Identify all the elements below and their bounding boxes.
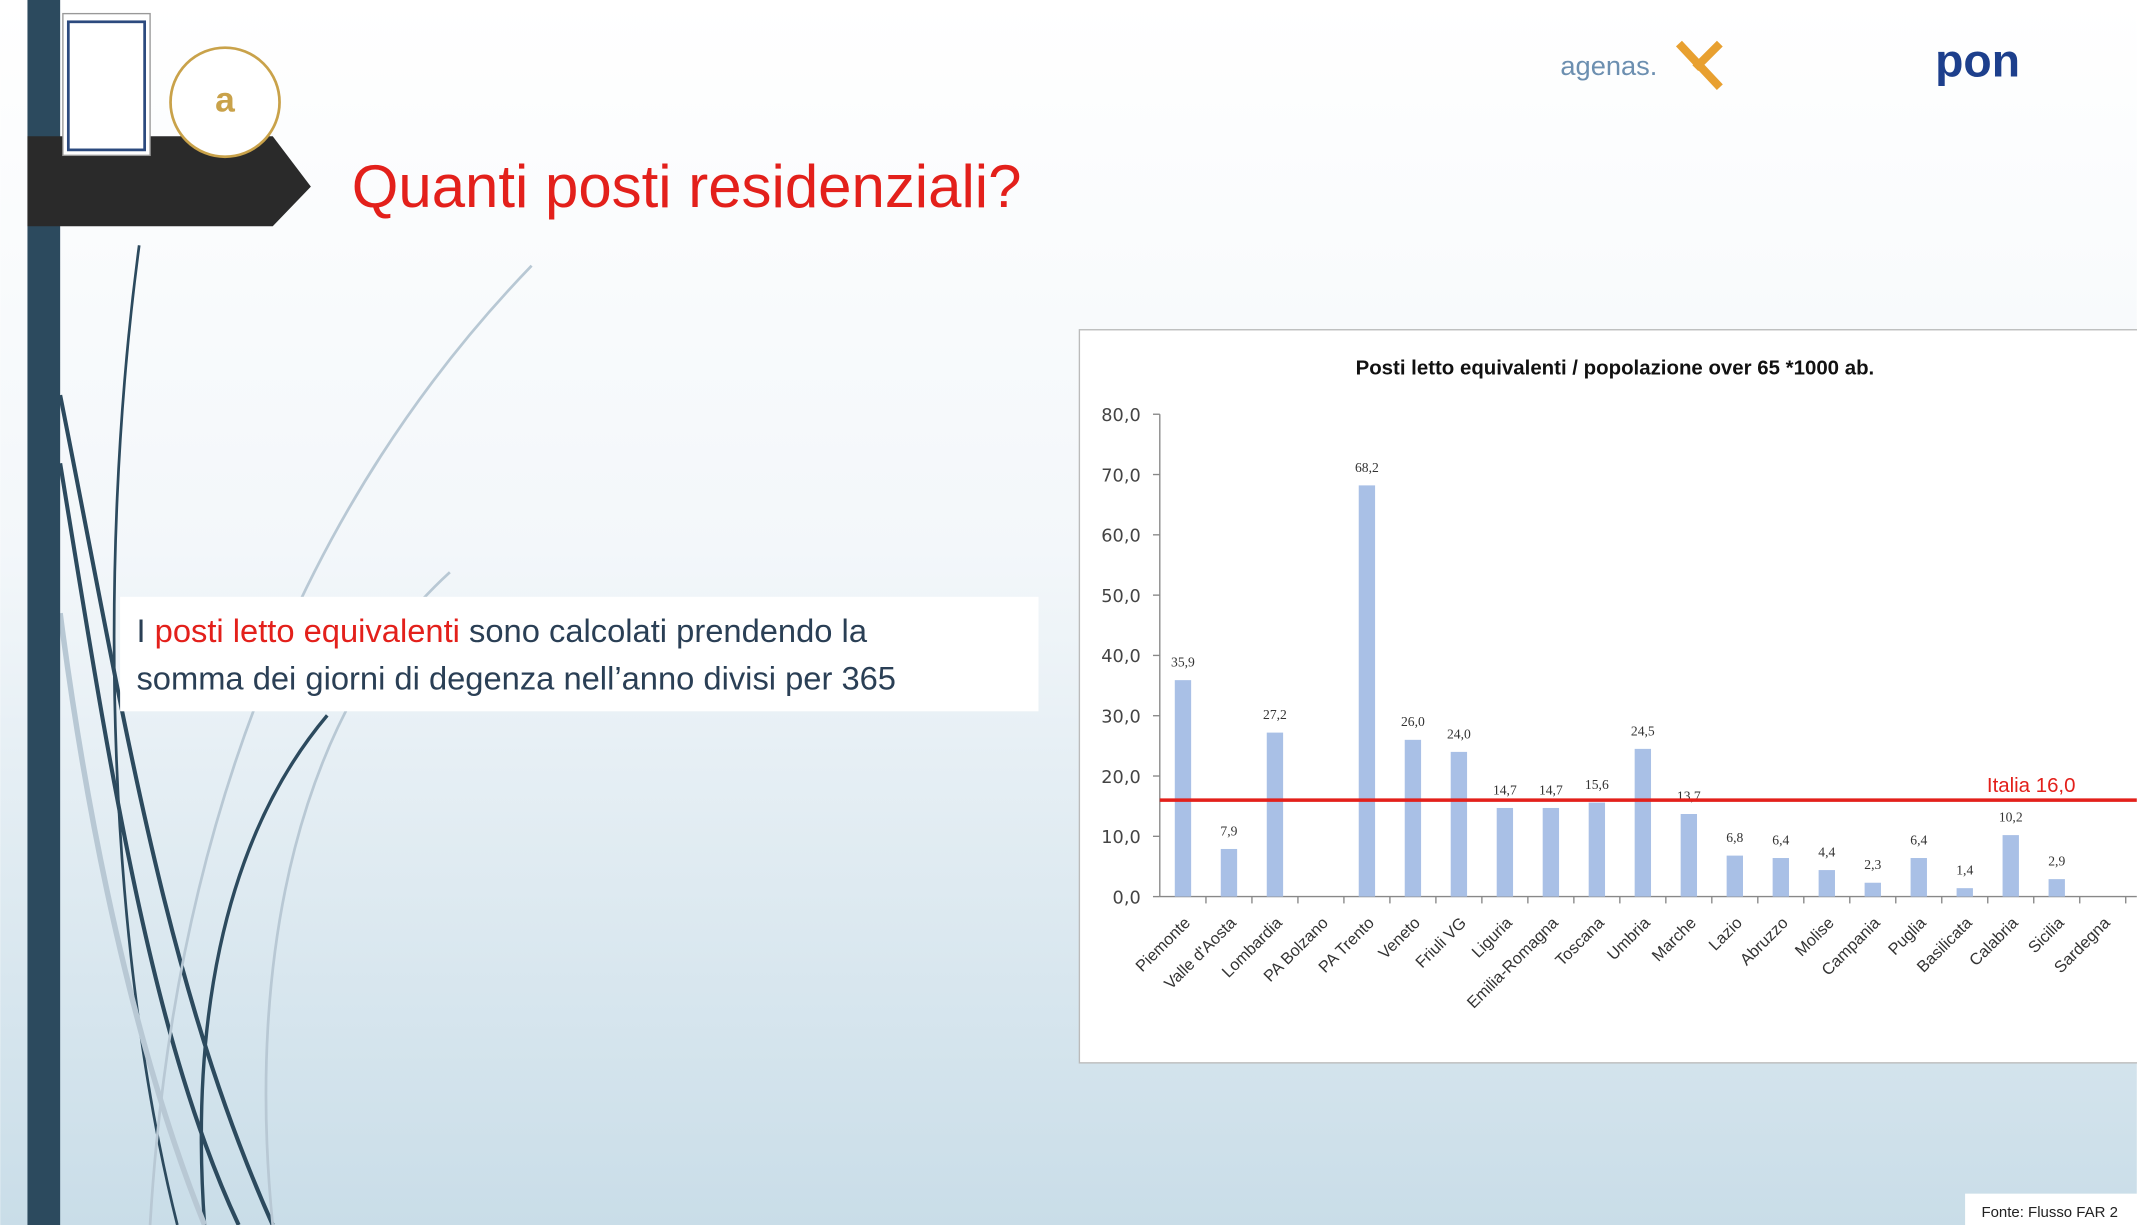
text-line: I posti letto equivalenti sono calcolati… bbox=[136, 612, 867, 649]
value-label: 4,4 bbox=[1818, 844, 1835, 859]
value-label: 14,7 bbox=[1539, 782, 1563, 797]
value-label: 15,6 bbox=[1585, 777, 1609, 792]
anci-logo bbox=[169, 46, 281, 159]
bar bbox=[1910, 858, 1927, 897]
value-label: 24,0 bbox=[1447, 726, 1471, 741]
text-part: sono calcolati prendendo la bbox=[469, 612, 868, 649]
agenas-mark bbox=[1675, 40, 1723, 91]
bar bbox=[1496, 807, 1514, 897]
bar bbox=[2048, 879, 2065, 897]
bar bbox=[1818, 870, 1835, 897]
chart-frame bbox=[1078, 329, 2137, 1064]
title-banner bbox=[27, 136, 311, 227]
value-label: 10,2 bbox=[1999, 809, 2023, 824]
y-tick-label: 0,0 bbox=[1113, 888, 1141, 908]
federsanita-logo-frame bbox=[66, 20, 147, 152]
value-label: 1,4 bbox=[1956, 863, 1973, 878]
value-label: 35,9 bbox=[1171, 655, 1195, 670]
y-tick-label: 10,0 bbox=[1101, 828, 1140, 848]
value-label: 24,5 bbox=[1631, 723, 1655, 738]
bar bbox=[1864, 882, 1881, 897]
bar bbox=[1726, 855, 1743, 897]
value-label: 2,9 bbox=[2048, 853, 2065, 868]
source: Fonte: Flusso FAR 2 bbox=[1981, 1204, 2117, 1221]
slide-title: Quanti posti residenziali? bbox=[352, 153, 1022, 220]
bar bbox=[1220, 848, 1238, 897]
value-label: 14,7 bbox=[1493, 782, 1517, 797]
value-label: 2,3 bbox=[1864, 857, 1881, 872]
value-label: 68,2 bbox=[1355, 460, 1379, 475]
bar bbox=[1634, 748, 1652, 897]
text-highlight: posti letto equivalenti bbox=[155, 612, 460, 649]
text-box bbox=[120, 596, 1039, 712]
value-label: 7,9 bbox=[1220, 823, 1237, 838]
y-tick-label: 30,0 bbox=[1101, 708, 1140, 728]
anci-logo-mark: a bbox=[215, 80, 235, 120]
bar bbox=[1956, 888, 1973, 897]
y-tick-label: 40,0 bbox=[1101, 647, 1140, 667]
value-label: 26,0 bbox=[1401, 714, 1425, 729]
chart-title: Posti letto equivalenti / popolazione ov… bbox=[1356, 358, 1875, 380]
pon-logo: pon bbox=[1935, 34, 2020, 86]
agenas-logo: agenas. bbox=[1560, 50, 1657, 81]
bar bbox=[1680, 814, 1698, 897]
bar bbox=[1266, 732, 1284, 897]
text-line: somma dei giorni di degenza nell’anno di… bbox=[136, 659, 896, 696]
y-tick-label: 50,0 bbox=[1101, 587, 1140, 607]
value-label: 27,2 bbox=[1263, 707, 1287, 722]
source-box bbox=[1965, 1193, 2137, 1225]
y-tick-label: 60,0 bbox=[1101, 527, 1140, 547]
value-label: 6,8 bbox=[1726, 830, 1743, 845]
bar bbox=[1358, 485, 1376, 897]
bar bbox=[1404, 739, 1422, 897]
bar bbox=[2002, 835, 2019, 897]
reference-label: Italia 16,0 bbox=[1987, 775, 2076, 797]
bar bbox=[1542, 807, 1560, 897]
bar bbox=[1450, 751, 1468, 897]
value-label: 6,4 bbox=[1772, 832, 1789, 847]
bar bbox=[1588, 802, 1606, 897]
y-tick-label: 20,0 bbox=[1101, 768, 1140, 788]
y-tick-label: 70,0 bbox=[1101, 466, 1140, 486]
y-tick-label: 80,0 bbox=[1101, 406, 1140, 426]
value-label: 6,4 bbox=[1910, 832, 1927, 847]
text-part: I bbox=[136, 612, 145, 649]
bar bbox=[1174, 680, 1192, 897]
federsanita-logo bbox=[62, 12, 151, 157]
decorative-curves bbox=[57, 245, 533, 1225]
bar bbox=[1772, 858, 1789, 897]
